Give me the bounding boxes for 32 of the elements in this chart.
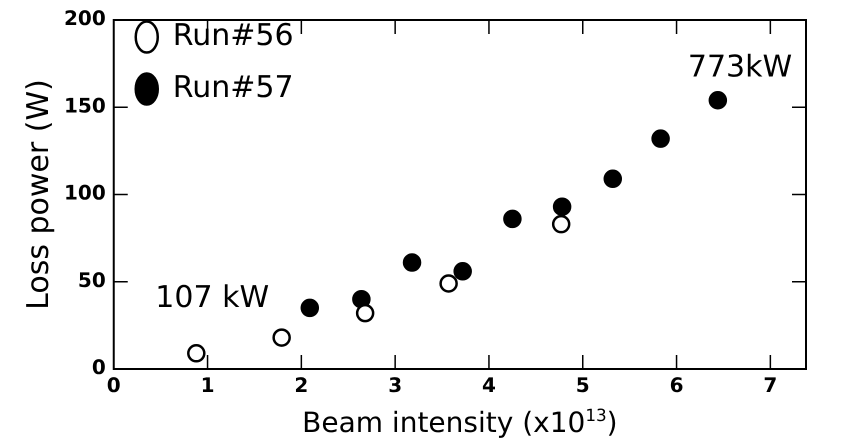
point — [552, 214, 570, 234]
x-tick-label: 6 — [670, 373, 684, 398]
x-tick-label: 2 — [294, 373, 308, 398]
x-tick-label: 1 — [200, 373, 215, 398]
legend-label: Run#57 — [172, 70, 294, 105]
point — [708, 91, 728, 110]
point — [503, 210, 522, 228]
point — [651, 129, 670, 148]
point — [356, 304, 374, 322]
x-tick-label: 7 — [763, 373, 778, 398]
point — [300, 298, 320, 318]
y-axis-title: Loss power (W) — [21, 79, 56, 310]
x-tick-label: 5 — [576, 373, 590, 398]
annotation: 773kW — [688, 50, 792, 85]
legend-label: Run#56 — [172, 18, 294, 53]
x-tick-label: 4 — [482, 373, 496, 398]
point — [453, 262, 472, 281]
point — [352, 290, 371, 308]
point — [552, 197, 572, 216]
y-tick-label: 150 — [64, 93, 106, 118]
annotation: 107 kW — [155, 280, 270, 315]
y-tick-label: 100 — [64, 180, 106, 205]
y-tick-label: 200 — [64, 6, 106, 30]
point — [439, 274, 458, 293]
point — [402, 253, 422, 272]
x-tick-label: 3 — [388, 373, 402, 398]
y-tick-label: 50 — [78, 268, 106, 292]
point — [187, 344, 206, 363]
y-tick-label: 0 — [92, 355, 106, 380]
x-tick-label: 0 — [106, 373, 121, 398]
point — [604, 170, 622, 188]
point — [272, 328, 291, 347]
